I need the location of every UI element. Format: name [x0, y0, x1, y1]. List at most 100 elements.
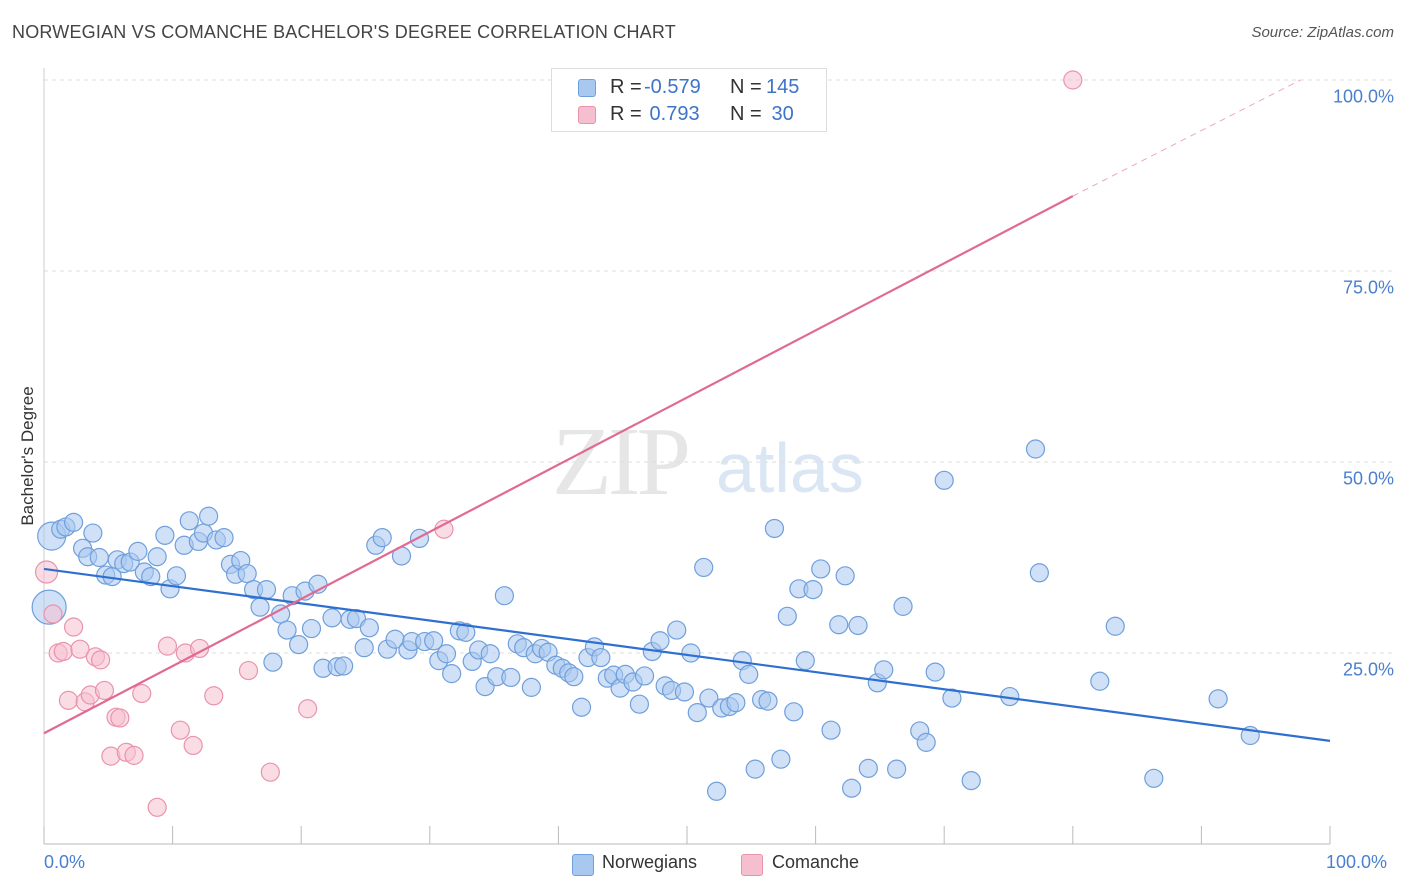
norwegian-point — [301, 618, 322, 639]
norwegian-point — [214, 528, 234, 548]
comanche-point — [434, 519, 454, 539]
norwegian-point — [706, 781, 727, 801]
legend-n-label: N = — [730, 76, 768, 98]
norwegian-point — [777, 606, 797, 626]
legend-n-value: 145 — [766, 76, 800, 98]
comanche-point — [53, 641, 73, 662]
norwegian-point — [571, 697, 592, 717]
norwegian-point — [687, 702, 707, 723]
comanche-point — [90, 650, 111, 670]
comanche-point — [34, 560, 59, 584]
norwegian-point — [564, 667, 584, 687]
norwegian-point — [874, 660, 894, 680]
norwegian-point — [63, 512, 84, 532]
norwegian-point — [179, 511, 199, 531]
norwegian-point — [128, 541, 148, 561]
comanche-trend-extension — [1072, 79, 1301, 197]
norwegian-point — [494, 586, 514, 606]
x-tick-label: 0.0% — [44, 852, 86, 872]
norwegian-trend-line — [43, 567, 1331, 742]
correlation-legend: R = -0.579 N = 145 R = 0.793 N = 30 — [551, 68, 827, 132]
norwegian-point — [141, 566, 161, 587]
y-tick-label: 25.0% — [1342, 659, 1394, 680]
norwegian-point — [199, 506, 219, 526]
norwegian-point — [667, 620, 687, 640]
norwegian-point — [322, 608, 342, 628]
comanche-point — [298, 699, 318, 719]
y-axis-label: Bachelor's Degree — [18, 386, 37, 526]
norwegian-point — [699, 688, 719, 708]
norwegian-point — [456, 622, 476, 642]
norwegian-point — [1208, 689, 1228, 709]
y-tick-label: 75.0% — [1342, 277, 1394, 298]
comanche-trend-line — [43, 195, 1074, 735]
norwegian-point — [726, 693, 746, 713]
norwegian-point — [893, 596, 913, 616]
comanche-point — [260, 762, 280, 782]
legend-r-label: R = — [610, 103, 648, 125]
norwegian-point — [858, 758, 878, 778]
legend-r-label: R = — [610, 76, 648, 98]
norwegian-point — [848, 615, 868, 636]
comanche-point — [63, 617, 84, 637]
norwegian-point — [681, 643, 701, 663]
source-label: Source: ZipAtlas.com — [1251, 24, 1394, 41]
comanche-point — [204, 686, 224, 706]
norwegian-point — [83, 523, 103, 543]
chart-title: NORWEGIAN VS COMANCHE BACHELOR'S DEGREE … — [12, 22, 676, 42]
norwegian-point — [650, 631, 670, 651]
norwegian-point — [277, 620, 297, 640]
comanche-point — [157, 636, 178, 656]
norwegian-point — [480, 644, 500, 664]
comanche-point — [58, 690, 79, 710]
norwegian-point — [795, 651, 815, 671]
legend-row-norwegians: R = -0.579 N = 145 — [552, 75, 826, 101]
comanche-point — [132, 683, 152, 704]
norwegian-point — [835, 566, 855, 586]
bottom-legend-comanche: Comanche — [772, 852, 860, 872]
comanche-point — [1063, 70, 1083, 90]
norwegian-point — [842, 778, 862, 798]
bottom-legend-swatch-norwegians — [572, 854, 594, 876]
norwegian-point — [263, 652, 283, 672]
norwegian-point — [961, 770, 981, 791]
norwegian-point — [334, 656, 354, 676]
watermark-atlas: atlas — [716, 429, 864, 507]
y-tick-label: 50.0% — [1342, 468, 1394, 489]
norwegian-point — [887, 759, 907, 779]
norwegian-point — [745, 759, 765, 779]
norwegian-point — [436, 644, 457, 664]
norwegian-point — [521, 677, 541, 697]
bottom-legend-norwegians: Norwegians — [602, 852, 698, 872]
legend-swatch-pink — [578, 106, 596, 124]
comanche-point — [124, 745, 144, 765]
norwegian-point — [629, 694, 650, 714]
x-tick-label: 100.0% — [1326, 852, 1388, 872]
norwegian-point — [758, 691, 778, 711]
norwegian-point — [250, 597, 270, 617]
norwegian-point — [359, 618, 379, 638]
norwegian-point — [166, 566, 187, 586]
norwegian-point — [1029, 563, 1049, 583]
legend-n-value: 30 — [766, 103, 794, 125]
norwegian-point — [811, 559, 831, 579]
comanche-point — [43, 604, 63, 624]
norwegian-point — [372, 528, 392, 548]
norwegian-point — [916, 732, 936, 752]
norwegian-point — [289, 634, 309, 655]
comanche-point — [70, 639, 90, 659]
norwegian-point — [829, 615, 849, 635]
norwegian-point — [442, 664, 462, 684]
legend-swatch-blue — [578, 79, 596, 97]
norwegian-point — [739, 664, 759, 684]
norwegian-point — [424, 631, 444, 651]
legend-r-value: 0.793 — [644, 103, 700, 125]
norwegian-point — [934, 470, 954, 490]
norwegian-point — [803, 579, 823, 600]
bottom-legend-swatch-comanche — [741, 854, 763, 876]
norwegian-point — [1144, 768, 1164, 788]
norwegian-point — [155, 525, 175, 545]
norwegian-point — [771, 749, 791, 769]
legend-r-value: -0.579 — [644, 76, 701, 98]
